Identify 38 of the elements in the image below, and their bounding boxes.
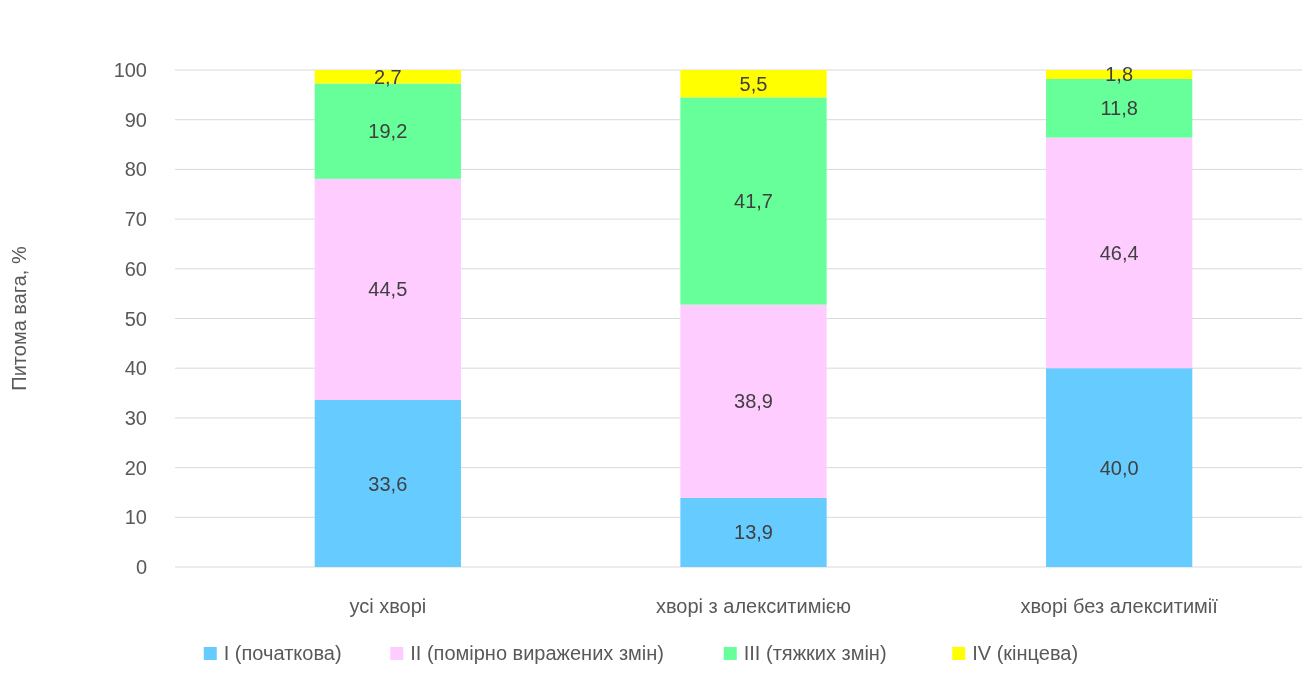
y-tick-label: 90	[124, 108, 147, 131]
legend-label: IV (кінцева)	[972, 642, 1079, 664]
y-tick-label: 20	[124, 456, 147, 479]
data-label: 40,0	[1099, 456, 1139, 479]
y-tick-label: 30	[124, 406, 147, 429]
y-tick-label: 50	[124, 307, 147, 330]
data-label: 38,9	[734, 390, 773, 413]
bar	[680, 70, 827, 98]
bar	[1046, 368, 1193, 567]
bar	[680, 97, 827, 305]
legend-label: I (початкова)	[223, 642, 342, 664]
y-tick-label: 60	[124, 257, 147, 280]
data-label: 44,5	[368, 278, 408, 301]
y-tick-label: 40	[124, 357, 147, 380]
x-tick-label: хворі з алекситимією	[655, 595, 852, 617]
bar	[680, 497, 827, 567]
data-label: 33,6	[368, 472, 408, 495]
x-tick-label: усі хворі	[349, 595, 427, 617]
data-label: 41,7	[734, 189, 773, 212]
x-tick-label: хворі без алекситимії	[1020, 595, 1219, 617]
data-label: 2,7	[373, 65, 402, 88]
data-label: 13,9	[734, 521, 773, 544]
legend-label: II (помірно виражених змін)	[410, 642, 664, 664]
data-label: 46,4	[1099, 241, 1139, 264]
data-label: 5,5	[739, 72, 768, 95]
data-label: 19,2	[368, 120, 408, 143]
bar	[1046, 137, 1193, 369]
bar	[314, 178, 461, 401]
y-tick-label: 0	[135, 556, 147, 578]
bar	[680, 304, 827, 498]
y-axis-title: Питома вага, %	[8, 246, 30, 391]
legend-label: III (тяжких змін)	[743, 642, 887, 664]
y-tick-label: 10	[124, 506, 147, 529]
data-label: 11,8	[1100, 97, 1138, 120]
bar	[314, 400, 461, 567]
y-tick-label: 100	[113, 59, 147, 81]
y-tick-label: 70	[124, 208, 147, 231]
y-tick-label: 80	[124, 158, 147, 181]
